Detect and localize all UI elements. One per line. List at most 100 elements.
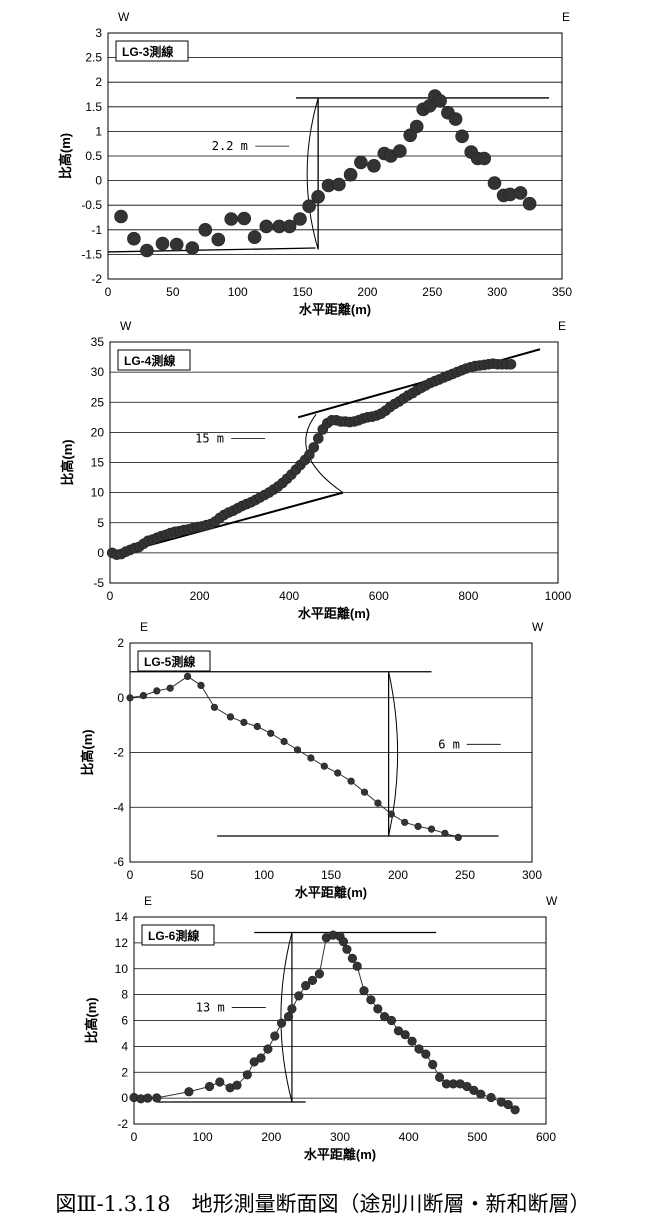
y-tick-label: 3: [95, 26, 102, 40]
data-point: [409, 119, 424, 134]
data-point: [152, 1093, 162, 1103]
data-point: [320, 762, 328, 770]
data-point: [503, 1099, 513, 1110]
data-point: [393, 1026, 404, 1036]
y-tick-label: 30: [91, 365, 105, 379]
x-axis-label: 水平距離(m): [295, 885, 367, 900]
data-point: [270, 1031, 280, 1041]
data-point: [293, 212, 307, 226]
data-point: [184, 1087, 194, 1097]
data-point: [143, 1093, 153, 1103]
direction-label-left: E: [140, 620, 148, 634]
direction-label-right: W: [546, 894, 558, 908]
data-point: [435, 1072, 445, 1082]
y-tick-label: 2: [121, 1065, 128, 1079]
y-tick-label: 15: [91, 456, 105, 470]
x-tick-label: 0: [105, 285, 112, 299]
y-tick-label: 0: [97, 546, 104, 560]
data-point: [197, 681, 205, 690]
y-tick-label: 2.5: [85, 51, 102, 65]
y-tick-label: 0.5: [85, 149, 102, 163]
data-point: [126, 694, 134, 702]
direction-label-left: E: [144, 894, 152, 908]
plot-frame: [109, 341, 559, 584]
y-tick-label: 4: [121, 1039, 128, 1053]
data-point: [253, 722, 261, 731]
data-point: [308, 442, 320, 453]
y-tick-label: 10: [91, 486, 105, 500]
data-point: [277, 1018, 287, 1028]
y-tick-label: 25: [91, 395, 105, 409]
data-point: [249, 1057, 259, 1067]
chart-3: -6 -4 -2 0 2 0 50 100 150 200 250 300 水平距離(m) 比高(m) E W…: [80, 620, 544, 900]
x-axis-label: 水平距離(m): [304, 1147, 376, 1162]
plot-frame: [133, 916, 547, 1125]
x-tick-label: 250: [422, 285, 442, 299]
data-point: [367, 159, 381, 173]
data-point: [263, 1044, 273, 1054]
y-tick-label: 6: [121, 1014, 128, 1028]
x-tick-label: 200: [357, 285, 377, 299]
data-point: [293, 746, 302, 754]
y-tick-label: -6: [113, 855, 124, 869]
data-point: [360, 788, 369, 796]
x-tick-label: 50: [190, 868, 204, 882]
data-point: [338, 936, 349, 947]
x-tick-label: 300: [522, 868, 542, 882]
data-point: [166, 684, 174, 692]
y-tick-label: -2: [117, 1117, 128, 1131]
data-point: [256, 1053, 266, 1063]
y-tick-label: 1: [95, 124, 102, 138]
title-box: [137, 650, 211, 672]
x-tick-label: 1000: [545, 589, 572, 603]
y-tick-label: 5: [97, 516, 104, 530]
data-point: [226, 713, 235, 721]
x-tick-label: 200: [388, 868, 408, 882]
data-point: [282, 219, 297, 234]
data-point: [454, 833, 462, 842]
data-point: [427, 825, 436, 833]
offset-annotation: 2.2 m: [212, 139, 248, 153]
data-point: [448, 112, 463, 126]
x-tick-label: 100: [193, 1130, 213, 1144]
data-point: [334, 769, 342, 777]
data-point: [312, 433, 324, 444]
data-point: [510, 1105, 520, 1115]
y-tick-label: -1.5: [81, 247, 102, 261]
x-tick-label: 0: [127, 868, 134, 882]
chart-title: LG-3測線: [122, 44, 173, 59]
data-point: [386, 1015, 397, 1026]
data-point: [280, 737, 288, 746]
y-tick-label: 1.5: [85, 100, 102, 114]
offset-guide-line: [107, 247, 316, 253]
data-point: [352, 961, 362, 971]
x-tick-label: 300: [487, 285, 507, 299]
data-point: [342, 944, 352, 954]
data-point: [513, 186, 528, 200]
data-point: [401, 818, 409, 826]
data-point: [347, 777, 355, 785]
data-point: [455, 129, 469, 144]
y-tick-label: -2: [91, 272, 102, 286]
plot-frame: [107, 32, 563, 280]
chart-1: -2 -1.5 -1 -0.5 0 0.5 1 1.5 2 2.5 3 0 50 100 150 200 250…: [58, 10, 572, 317]
data-point: [232, 1080, 242, 1090]
data-point: [287, 1004, 297, 1014]
data-point: [127, 231, 141, 246]
x-axis-label: 水平距離(m): [298, 606, 370, 621]
data-point: [185, 241, 200, 255]
y-tick-label: 12: [115, 936, 129, 950]
y-tick-label: -2: [113, 746, 124, 760]
y-tick-label: 2: [95, 75, 102, 89]
data-point: [314, 969, 325, 979]
data-point: [486, 1092, 496, 1103]
direction-label-left: W: [118, 10, 130, 24]
data-point: [421, 1049, 431, 1059]
y-tick-label: 0: [95, 174, 102, 188]
y-tick-label: 0: [121, 1091, 128, 1105]
data-point: [522, 196, 537, 211]
data-point: [332, 177, 346, 192]
data-point: [307, 754, 315, 762]
